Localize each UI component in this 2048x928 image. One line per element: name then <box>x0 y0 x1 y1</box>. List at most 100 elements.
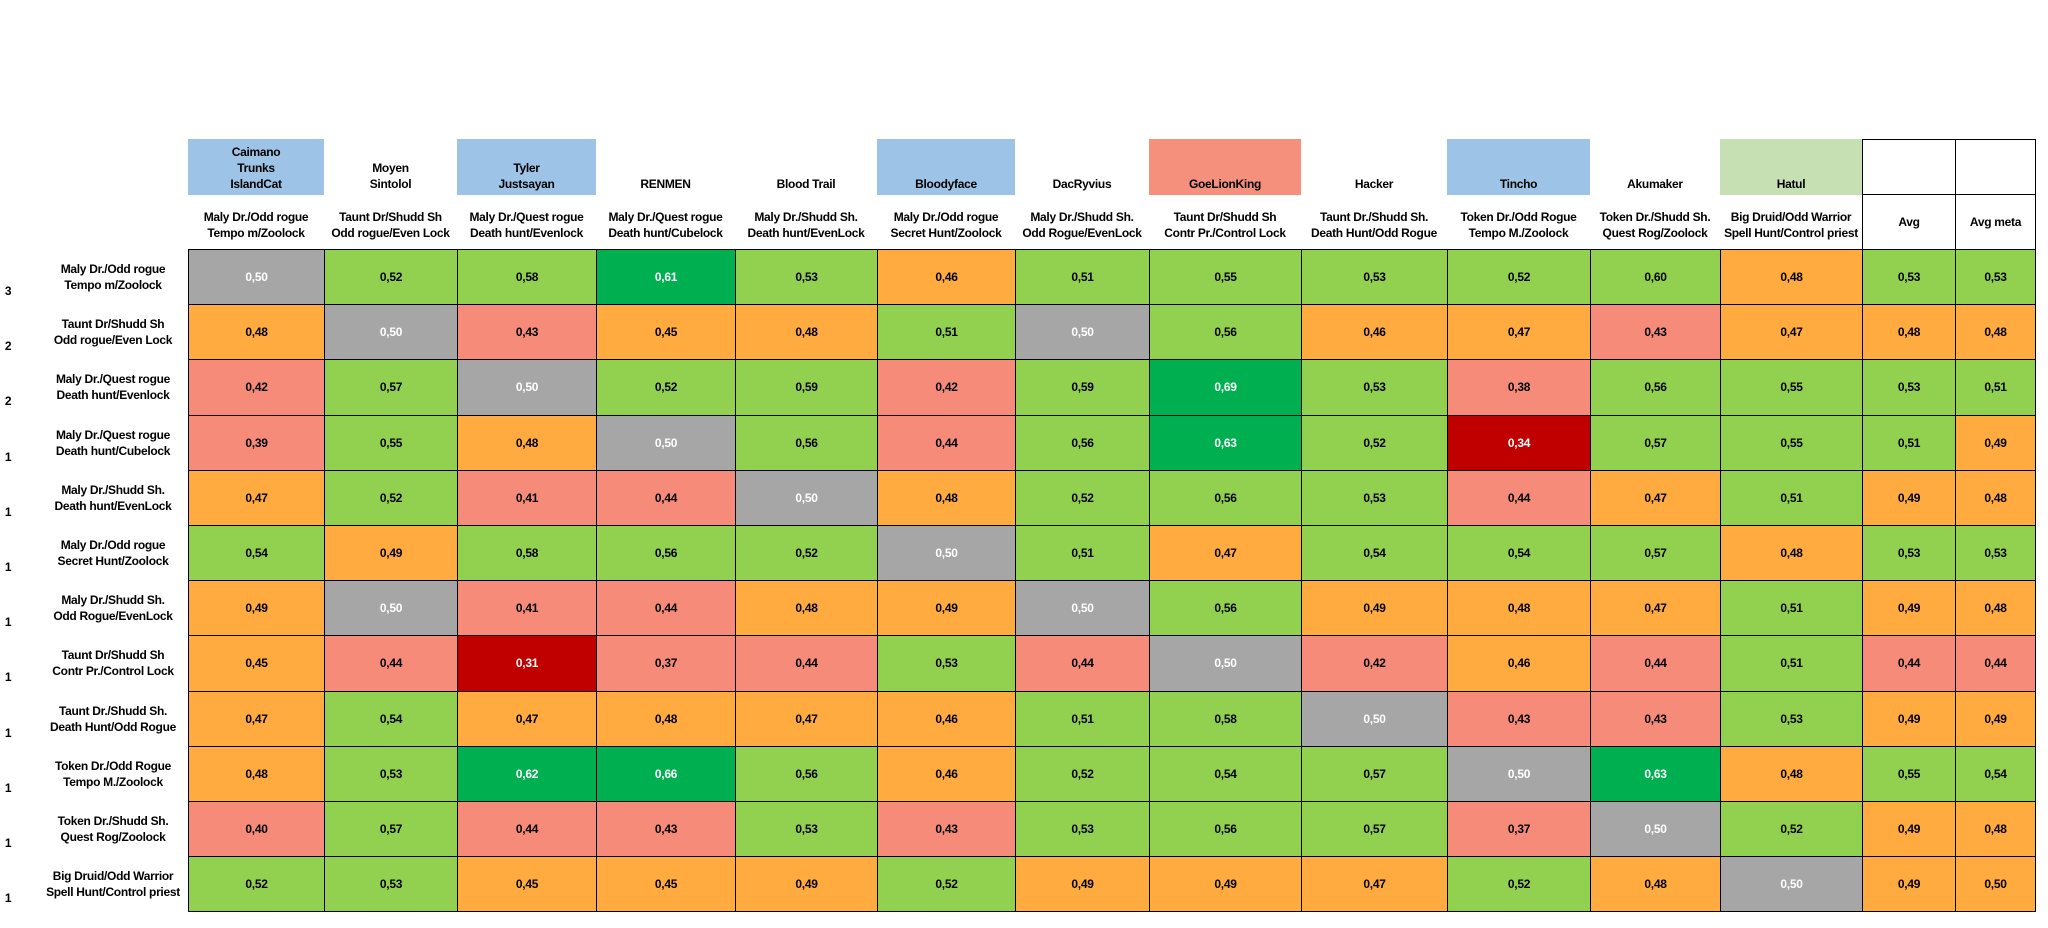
team-name: RENMEN <box>640 177 691 191</box>
cell: 0,51 <box>1720 635 1863 692</box>
cell-value: 0,43 <box>935 822 958 837</box>
cell-value: 0,48 <box>1780 766 1803 781</box>
cell-value: 0,47 <box>515 711 539 726</box>
cell-value: 0,66 <box>654 766 678 781</box>
column-header: Taunt Dr./Shudd Sh. Death Hunt/Odd Rogue <box>1301 200 1447 249</box>
deck-name: Maly Dr./Shudd Sh. <box>754 209 858 224</box>
cell-value: 0,46 <box>935 711 958 726</box>
cell-value: 0,47 <box>1644 490 1667 505</box>
cell: 0,49 <box>1955 414 2036 471</box>
cell: 0,37 <box>596 635 736 692</box>
cell: 0,48 <box>1447 580 1591 637</box>
deck-name: Death hunt/Evenlock <box>470 225 583 240</box>
row-label: Taunt Dr/Shudd Sh Odd rogue/Even Lock <box>40 304 186 360</box>
deck-name: Quest Rog/Zoolock <box>1602 225 1708 240</box>
cell-value: 0,45 <box>654 325 678 340</box>
cell-value: 0,49 <box>1897 601 1921 616</box>
cell: 0,48 <box>1955 580 2036 637</box>
cell: 0,52 <box>596 359 736 416</box>
cell: 0,31 <box>457 635 597 692</box>
cell-value: 0,49 <box>1214 877 1237 892</box>
deck-name: Death Hunt/Odd Rogue <box>1311 225 1437 240</box>
cell-value: 0,48 <box>1780 270 1803 285</box>
cell: 0,50 <box>1447 745 1591 802</box>
cell: 0,56 <box>596 525 736 582</box>
cell-value: 0,48 <box>1780 546 1803 561</box>
row-label-line: Tempo M./Zoolock <box>63 774 163 789</box>
count: 1 <box>4 670 12 685</box>
cell-value: 0,59 <box>1071 380 1094 395</box>
cell-value: 0,63 <box>1644 766 1667 781</box>
cell-value: 0,44 <box>379 656 403 671</box>
cell-value: 0,50 <box>1363 711 1386 726</box>
cell-value: 0,46 <box>935 766 958 781</box>
cell-value: 0,51 <box>1071 546 1094 561</box>
cell: 0,60 <box>1590 249 1721 306</box>
cell: 0,66 <box>596 745 736 802</box>
cell: 0,50 <box>324 580 458 637</box>
cell: 0,51 <box>1015 525 1150 582</box>
cell: 0,46 <box>877 690 1016 747</box>
row-label-line: Odd Rogue/EvenLock <box>53 609 173 624</box>
cell-value: 0,56 <box>1214 325 1237 340</box>
cell: 0,57 <box>1301 745 1448 802</box>
row-label-line: Spell Hunt/Control priest <box>46 885 180 900</box>
cell: 0,44 <box>877 414 1016 471</box>
cell-value: 0,53 <box>1363 380 1386 395</box>
deck-name: Taunt Dr./Shudd Sh. <box>1319 209 1429 224</box>
cell: 0,47 <box>1590 580 1721 637</box>
cell-value: 0,52 <box>654 380 678 395</box>
team-name: Akumaker <box>1627 177 1683 191</box>
row-label-line: Token Dr./Odd Rogue <box>54 758 172 773</box>
cell: 0,51 <box>1862 414 1956 471</box>
cell: 0,55 <box>324 414 458 471</box>
cell: 0,43 <box>1447 690 1591 747</box>
cell: 0,63 <box>1149 414 1302 471</box>
cell: 0,59 <box>735 359 878 416</box>
row-label: Big Druid/Odd Warrior Spell Hunt/Control … <box>40 856 186 912</box>
cell: 0,42 <box>877 359 1016 416</box>
cell: 0,54 <box>188 525 325 582</box>
cell-value: 0,55 <box>1780 380 1803 395</box>
cell-value: 0,52 <box>1780 822 1803 837</box>
cell-value: 0,46 <box>1507 656 1531 671</box>
team-header: Akumaker <box>1590 139 1720 195</box>
team-name: Tyler <box>513 161 540 175</box>
row-count: 1 <box>0 663 16 691</box>
cell-value: 0,44 <box>654 490 678 505</box>
cell: 0,34 <box>1447 414 1591 471</box>
cell-value: 0,43 <box>1507 711 1531 726</box>
row-label: Maly Dr./Quest rogue Death hunt/Cubelock <box>40 415 186 471</box>
cell: 0,56 <box>1015 414 1150 471</box>
deck-name: Maly Dr./Odd rogue <box>203 209 309 224</box>
row-count: 1 <box>0 608 16 636</box>
row-count: 2 <box>0 332 16 360</box>
cell: 0,59 <box>1015 359 1150 416</box>
cell-value: 0,50 <box>1644 822 1667 837</box>
cell-value: 0,50 <box>1507 766 1531 781</box>
cell-value: 0,47 <box>245 711 268 726</box>
cell-value: 0,48 <box>245 325 268 340</box>
cell-value: 0,56 <box>654 546 678 561</box>
cell: 0,55 <box>1149 249 1302 306</box>
cell: 0,52 <box>1015 745 1150 802</box>
team-header: Hatul <box>1720 139 1862 195</box>
cell: 0,45 <box>596 856 736 913</box>
cell-value: 0,52 <box>1507 270 1531 285</box>
row-label-line: Taunt Dr/Shudd Sh <box>61 317 165 332</box>
cell-value: 0,54 <box>245 546 268 561</box>
cell-value: 0,38 <box>1507 380 1531 395</box>
cell: 0,51 <box>1720 469 1863 526</box>
row-label-line: Maly Dr./Odd rogue <box>60 262 166 277</box>
cell: 0,57 <box>324 359 458 416</box>
cell: 0,48 <box>596 690 736 747</box>
cell: 0,69 <box>1149 359 1302 416</box>
cell: 0,50 <box>735 469 878 526</box>
deck-name: Maly Dr./Quest rogue <box>608 209 723 224</box>
cell: 0,43 <box>1590 304 1721 361</box>
cell: 0,53 <box>877 635 1016 692</box>
deck-name: Contr Pr./Control Lock <box>1164 225 1286 240</box>
count: 2 <box>4 339 12 354</box>
cell-value: 0,57 <box>379 822 403 837</box>
